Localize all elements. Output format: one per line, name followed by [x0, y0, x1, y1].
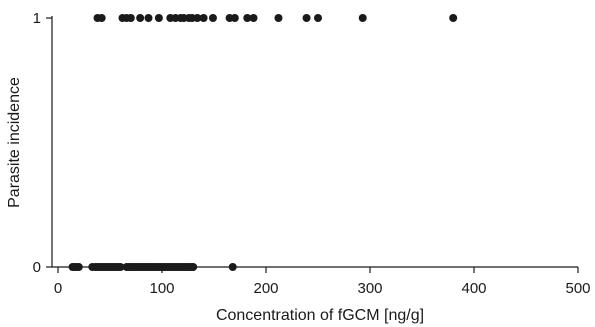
data-point — [228, 263, 237, 271]
x-tick-label: 400 — [461, 280, 486, 297]
data-point — [144, 14, 153, 22]
x-tick-label: 200 — [253, 280, 278, 297]
data-point — [314, 14, 322, 22]
data-point — [302, 14, 311, 22]
data-point — [74, 263, 83, 271]
x-tick-label: 300 — [357, 280, 382, 297]
x-axis-title: Concentration of fGCM [ng/g] — [216, 307, 424, 324]
y-axis-title: Parasite incidence — [6, 77, 23, 208]
y-tick-label: 1 — [33, 10, 41, 27]
data-point — [274, 14, 283, 22]
data-point — [249, 14, 258, 22]
data-point — [193, 14, 202, 22]
data-point — [208, 14, 217, 22]
data-point — [243, 14, 252, 22]
x-tick-label: 500 — [565, 280, 590, 297]
axes — [51, 16, 578, 268]
data-point — [358, 14, 367, 22]
data-points — [68, 14, 458, 271]
y-tick-label: 0 — [33, 259, 41, 276]
data-point — [97, 14, 106, 22]
x-tick-label: 0 — [54, 280, 62, 297]
data-point — [116, 263, 125, 271]
data-point — [136, 14, 145, 22]
x-axis-ticks: 0 100 200 300 400 500 — [54, 267, 591, 297]
data-point — [126, 14, 135, 22]
data-point — [230, 14, 239, 22]
x-tick-label: 100 — [149, 280, 174, 297]
data-point — [189, 263, 198, 271]
data-point — [154, 14, 163, 22]
data-point — [449, 14, 458, 22]
data-point — [199, 14, 208, 22]
y-axis-ticks: 01 — [33, 10, 52, 276]
